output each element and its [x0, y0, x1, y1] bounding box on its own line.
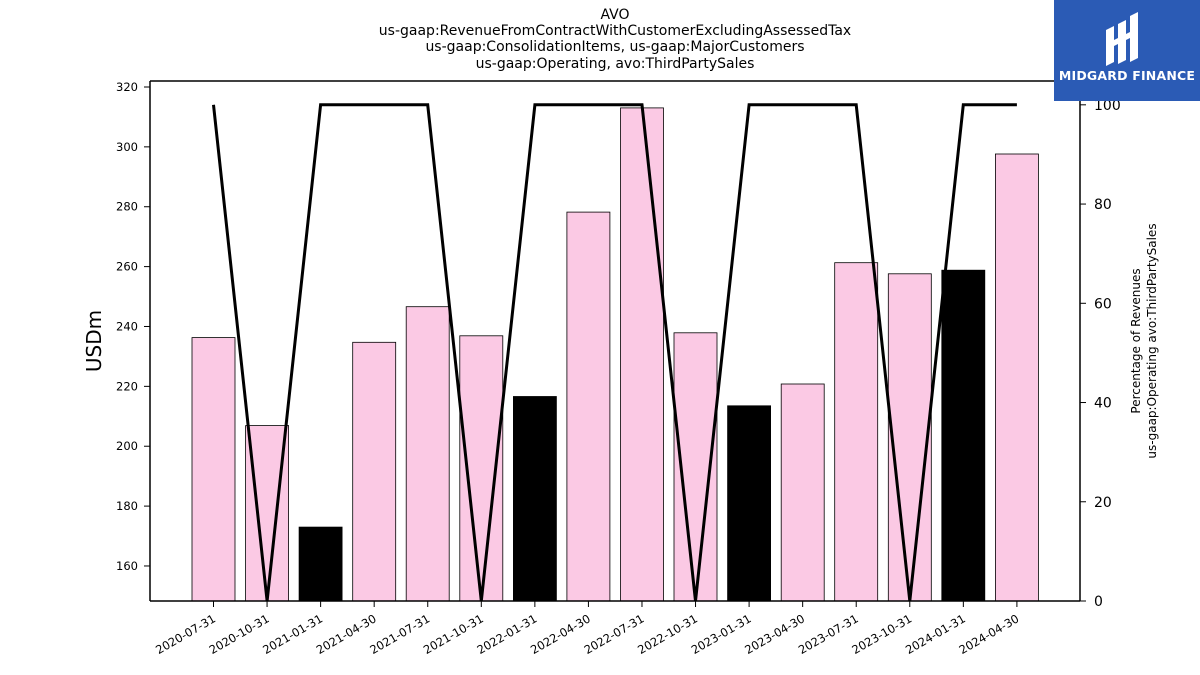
x-tick-label: 2022-04-30 [528, 611, 593, 657]
bar [352, 341, 397, 602]
x-tick-label: 2020-07-31 [153, 611, 218, 657]
y2-tick-label: 80 [1094, 197, 1112, 213]
bar [405, 306, 450, 602]
percentage-line [212, 103, 1017, 602]
chart-title-line: AVO [600, 7, 630, 23]
x-tick-label: 2022-10-31 [635, 611, 700, 657]
bar [834, 262, 879, 602]
x-tick-label: 2022-07-31 [582, 611, 647, 657]
brand-logo: MIDGARD FINANCE [1054, 0, 1200, 101]
chart-title-line: us-gaap:Operating, avo:ThirdPartySales [475, 56, 755, 72]
y-tick-label: 300 [116, 140, 138, 154]
y2-axis-label: Percentage of Revenues [1129, 268, 1143, 413]
x-tick-label: 2020-10-31 [207, 611, 272, 657]
bar [995, 153, 1039, 602]
y-axis-label: USDm [82, 310, 106, 372]
y-tick-label: 180 [116, 499, 138, 513]
x-tick-label: 2023-04-30 [742, 611, 807, 657]
y2-tick-label: 100 [1094, 98, 1121, 114]
y2-axis-label: us-gaap:Operating avo:ThirdPartySales [1145, 223, 1159, 458]
brand-logo-icon [1106, 12, 1138, 66]
bar [298, 526, 343, 602]
bar [191, 337, 236, 602]
chart-title-line: us-gaap:ConsolidationItems, us-gaap:Majo… [425, 39, 805, 55]
y-tick-label: 260 [116, 260, 138, 274]
x-tick-label: 2023-10-31 [849, 611, 914, 657]
bar [620, 107, 664, 602]
brand-name: MIDGARD FINANCE [1058, 68, 1196, 83]
x-tick-label: 2022-01-31 [474, 611, 539, 657]
bar [780, 383, 825, 602]
bar [727, 405, 771, 602]
y-tick-label: 220 [116, 379, 138, 393]
chart-title-line: us-gaap:RevenueFromContractWithCustomerE… [378, 23, 852, 39]
x-tick-label: 2023-07-31 [796, 611, 861, 657]
x-tick-label: 2021-10-31 [421, 611, 486, 657]
y2-tick-label: 20 [1094, 495, 1112, 511]
bar [566, 211, 611, 602]
x-tick-label: 2023-01-31 [689, 611, 754, 657]
y2-tick-label: 0 [1094, 594, 1103, 610]
x-tick-label: 2021-01-31 [260, 611, 325, 657]
y-tick-label: 320 [116, 80, 138, 94]
y-tick-label: 160 [116, 559, 138, 573]
bar [513, 396, 557, 602]
y-tick-label: 240 [116, 319, 138, 333]
x-tick-label: 2024-01-31 [903, 611, 968, 657]
x-tick-label: 2024-04-30 [957, 611, 1022, 657]
bar [941, 269, 986, 602]
y-tick-label: 280 [116, 200, 138, 214]
bar [887, 273, 932, 602]
y-tick-label: 200 [116, 439, 138, 453]
x-tick-label: 2021-07-31 [367, 611, 432, 657]
y2-tick-label: 60 [1094, 296, 1112, 312]
y2-tick-label: 40 [1094, 396, 1112, 412]
x-tick-label: 2021-04-30 [314, 611, 379, 657]
